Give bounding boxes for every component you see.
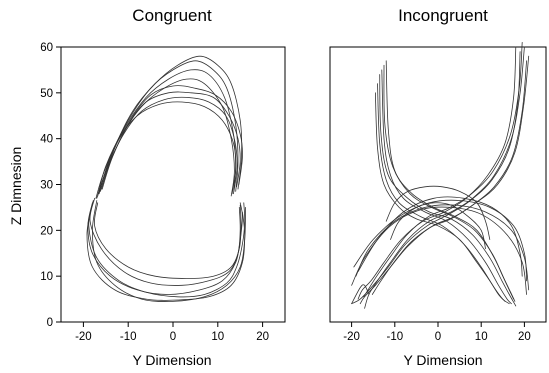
trajectory-line	[86, 207, 246, 301]
trajectory-line	[385, 185, 491, 240]
y-axis-label: Z Dimnesion	[8, 147, 24, 226]
trajectory-line	[97, 69, 237, 197]
trajectory-line	[98, 96, 238, 195]
x-tick-label: 20	[518, 331, 531, 343]
trajectories	[351, 42, 530, 309]
x-tick-label: 0	[170, 331, 176, 343]
trajectory-line	[87, 202, 243, 295]
trajectory-line	[385, 60, 514, 300]
x-tick-label: -20	[75, 331, 92, 343]
x-tick-label: -20	[343, 331, 360, 343]
trajectory-line	[357, 196, 523, 277]
chart-incongruent: Incongruent -20 -10 0 10 20 Y Dimension	[329, 6, 547, 368]
x-axis: -20 -10 0 10 20	[343, 322, 531, 343]
trajectory-line	[101, 85, 243, 190]
trajectory-line	[98, 60, 239, 195]
trajectory-line	[100, 55, 243, 190]
trajectory-line	[353, 199, 527, 282]
chart-title: Congruent	[132, 6, 212, 25]
trajectory-line	[375, 92, 506, 302]
trajectory-line	[351, 206, 527, 295]
trajectory-line	[100, 91, 241, 192]
trajectory-line	[88, 200, 246, 298]
trajectory-line	[371, 55, 530, 295]
trajectory-line	[377, 83, 510, 305]
x-axis: -20 -10 0 10 20	[75, 322, 269, 343]
y-tick-label: 20	[40, 225, 53, 237]
trajectory-line	[89, 197, 241, 286]
trajectory-line	[92, 200, 246, 302]
plot-frame	[329, 46, 547, 323]
y-tick-label: 50	[40, 88, 53, 100]
y-tick-label: 0	[47, 317, 53, 329]
trajectory-line	[359, 60, 527, 305]
trajectory-line	[383, 64, 516, 302]
trajectory-line	[381, 69, 512, 305]
trajectory-line	[355, 204, 530, 291]
trajectory-line	[351, 51, 521, 305]
x-axis-label: Y Dimension	[403, 352, 482, 368]
plot-frame	[60, 46, 286, 323]
trajectory-line	[96, 78, 235, 199]
x-tick-label: 10	[211, 331, 224, 343]
trajectory-line	[379, 74, 517, 307]
x-tick-label: 0	[435, 331, 441, 343]
trajectory-line	[95, 101, 237, 199]
x-tick-label: -10	[386, 331, 403, 343]
trajectory-line	[351, 284, 370, 305]
y-axis: 0 10 20 30 40 50 60	[40, 42, 61, 329]
trajectory-line	[363, 42, 523, 298]
x-tick-label: -10	[120, 331, 137, 343]
x-axis-label: Y Dimension	[132, 352, 211, 368]
y-tick-label: 60	[40, 42, 53, 54]
x-tick-label: 20	[256, 331, 269, 343]
chart-title: Incongruent	[398, 6, 488, 25]
y-tick-label: 10	[40, 271, 53, 283]
trajectory-line	[93, 202, 242, 279]
x-tick-label: 10	[475, 331, 488, 343]
trajectory-line	[390, 202, 486, 250]
chart-congruent: Congruent -20 -10 0 10 20 0 10 20 30 40 50 60 Y Di…	[8, 6, 286, 368]
trajectories	[86, 55, 246, 302]
trajectory-line	[357, 46, 517, 300]
y-tick-label: 30	[40, 180, 53, 192]
y-tick-label: 40	[40, 134, 53, 146]
